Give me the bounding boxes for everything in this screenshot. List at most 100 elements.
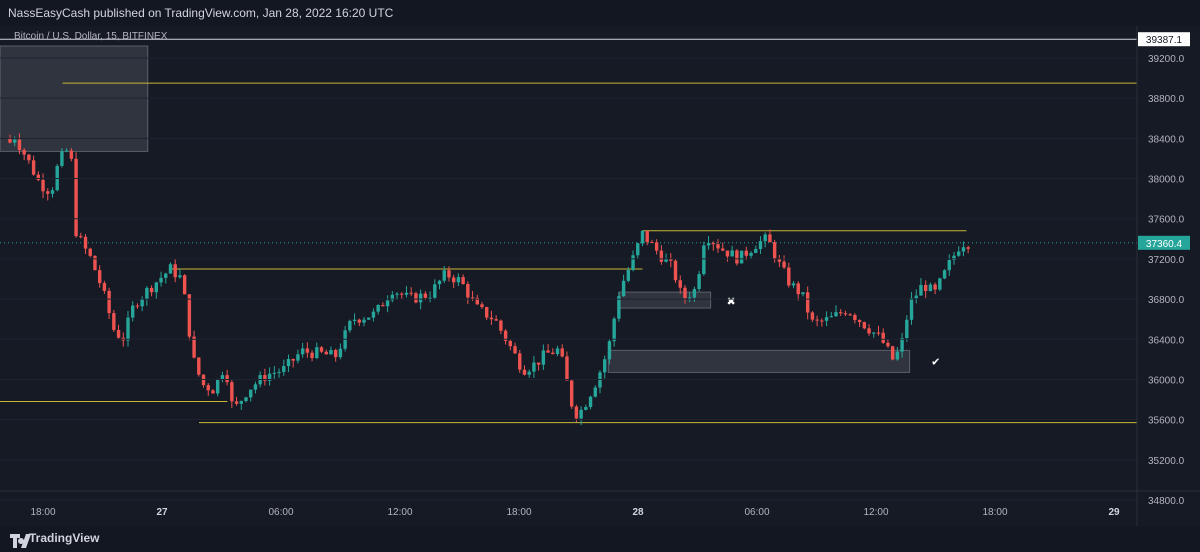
candle-body (513, 346, 517, 354)
candle-body (145, 287, 149, 300)
candle-body (272, 372, 277, 374)
candle-body (886, 342, 890, 347)
candle-body (749, 252, 753, 256)
candle-body (385, 300, 390, 307)
candle-body (168, 264, 173, 274)
candle-body (315, 347, 319, 359)
candle-body (758, 241, 763, 250)
candle-body (267, 373, 272, 381)
candle-body (518, 353, 522, 370)
candle-body (348, 320, 352, 331)
candle-body (640, 230, 645, 244)
candle-body (442, 270, 446, 281)
candle-body (41, 179, 45, 192)
candle-body (381, 304, 385, 307)
y-tick-label: 35200.0 (1148, 456, 1185, 467)
candle-body (13, 139, 17, 143)
candle-body (966, 247, 970, 249)
candle-body (678, 280, 682, 288)
candle-body (234, 401, 239, 404)
candle-body (952, 255, 956, 261)
candle-body (735, 250, 739, 264)
candle-body (687, 297, 692, 299)
candle-body (711, 242, 715, 245)
candle-body (494, 319, 498, 321)
candle-body (197, 357, 201, 375)
candle-body (782, 261, 786, 268)
x-tick-label: 28 (632, 507, 644, 518)
candle-body (60, 151, 64, 166)
candle-body (754, 249, 758, 253)
candle-body (923, 284, 928, 292)
candle-body (876, 332, 881, 334)
candle-body (607, 341, 612, 360)
check-marker-icon: ✔ (931, 356, 940, 368)
candle-body (480, 304, 484, 308)
supply-demand-zone (607, 349, 911, 373)
candle-body (112, 313, 116, 330)
candle-body (919, 284, 923, 296)
candle-body (947, 260, 951, 271)
candle-body (574, 406, 579, 419)
candle-body (211, 390, 215, 394)
candle-body (843, 313, 848, 315)
x-tick-label: 06:00 (268, 507, 293, 518)
candle-body (664, 258, 668, 262)
candle-body (466, 284, 470, 298)
candle-body (230, 382, 234, 402)
candle-body (433, 284, 437, 298)
cross-marker-icon: ✖ (726, 296, 735, 308)
candle-body (631, 255, 635, 270)
candle-body (801, 292, 805, 295)
candle-body (683, 287, 687, 299)
candle-body (126, 317, 130, 341)
header-bar: NassEasyCash published on TradingView.co… (0, 0, 1200, 26)
candle-body (300, 348, 305, 355)
candle-body (36, 174, 41, 180)
candle-body (617, 296, 621, 319)
candle-body (456, 277, 461, 283)
chart-area[interactable]: ✖ ✔ 39200.0 38800.0 38400.0 38000.0 37600.0 37… (0, 26, 1200, 526)
y-tick-label: 38800.0 (1148, 94, 1185, 105)
candle-body (310, 352, 314, 359)
candle-body (692, 289, 697, 298)
candle-body (541, 350, 546, 365)
candle-body (27, 154, 31, 161)
candle-body (367, 317, 371, 320)
price-chart[interactable]: ✖ ✔ 39200.0 38800.0 38400.0 38000.0 37600.0 37… (0, 26, 1200, 526)
candle-body (352, 319, 357, 321)
candle-body (612, 318, 616, 342)
candle-body (164, 273, 168, 278)
candle-body (560, 348, 564, 357)
candle-body (942, 270, 947, 279)
candle-body (546, 350, 550, 353)
candle-body (470, 297, 475, 299)
y-tick-label: 36400.0 (1148, 335, 1185, 346)
footer-bar: TradingView (0, 526, 1200, 552)
candle-body (182, 275, 187, 295)
candle-body (857, 320, 862, 323)
candle-body (588, 396, 593, 408)
candle-body (499, 320, 503, 331)
candle-body (721, 248, 725, 251)
candle-body (787, 267, 791, 286)
candle-body (669, 258, 673, 261)
symbol-title: Bitcoin / U.S. Dollar, 15, BITFINEX (14, 31, 168, 42)
candle-body (555, 348, 560, 355)
candle-body (659, 250, 664, 262)
candle-body (107, 290, 111, 314)
candle-body (890, 346, 895, 360)
candle-body (409, 292, 413, 294)
x-tick-label: 12:00 (387, 507, 412, 518)
candle-body (862, 322, 867, 329)
candle-body (319, 347, 324, 352)
candle-body (584, 407, 588, 410)
candle-body (810, 312, 815, 320)
candle-body (565, 356, 569, 381)
supply-demand-zone (619, 291, 712, 309)
candle-body (357, 319, 361, 323)
candle-body (149, 287, 154, 293)
candle-body (485, 307, 489, 318)
y-tick-label: 36000.0 (1148, 375, 1185, 386)
candle-body (938, 278, 942, 290)
